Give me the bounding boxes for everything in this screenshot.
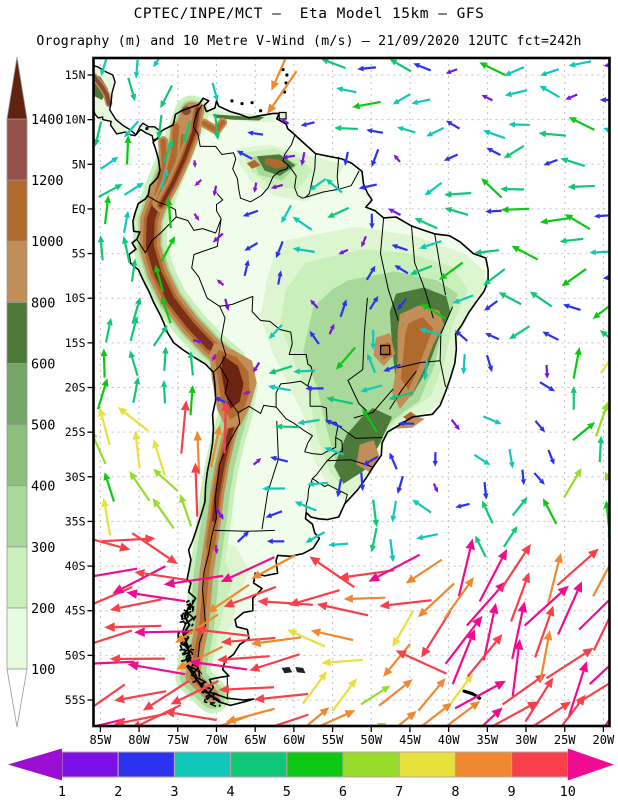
lat-tick-label: 5S (72, 247, 86, 261)
wind-scale-label: 4 (227, 784, 235, 800)
lon-tick-label: 45W (399, 733, 421, 747)
orography-scale-label: 100 (31, 662, 55, 678)
wind-scale-label: 7 (395, 784, 403, 800)
lon-tick-label: 75W (167, 733, 189, 747)
wind-scale-label: 5 (283, 784, 291, 800)
lon-tick-label: 25W (554, 733, 576, 747)
lat-tick-label: 15N (65, 68, 86, 82)
lon-tick-label: 35W (476, 733, 498, 747)
lat-tick-label: EQ (72, 202, 86, 216)
wind-scale-label: 10 (560, 784, 576, 800)
map-frame (87, 56, 611, 732)
lat-tick-label: 35S (65, 514, 86, 528)
lat-tick-label: 10N (65, 113, 86, 127)
lon-tick-label: 30W (515, 733, 537, 747)
colorbar-under-arrow (6, 668, 28, 728)
colorbar-over-arrow (6, 56, 28, 120)
orography-scale-label: 800 (31, 295, 55, 311)
windbar-over-arrow (567, 748, 614, 781)
wind-scale-label: 9 (508, 784, 516, 800)
lat-tick-label: 45S (65, 604, 86, 618)
lon-tick-label: 40W (438, 733, 460, 747)
wind-scale-label: 8 (451, 784, 459, 800)
orography-scale-label: 600 (31, 356, 55, 372)
lat-tick-label: 55S (65, 693, 86, 707)
orography-scale-label: 1400 (31, 112, 64, 128)
lon-tick-label: 85W (90, 733, 112, 747)
wind-vectors (93, 58, 610, 726)
orography-shading (93, 65, 489, 714)
lat-tick-label: 25S (65, 425, 86, 439)
lon-tick-label: 65W (244, 733, 266, 747)
wind-scale-label: 6 (339, 784, 347, 800)
lon-tick-label: 70W (206, 733, 228, 747)
wind-colorbar: 1 2 3 4 5 6 7 8 9 10 (8, 748, 614, 800)
lon-tick-label: 60W (283, 733, 305, 747)
axis-labels: 15N 10N 5N EQ 5S 10S 15S 20S 25S 30S 35S 40S 45S 50S 5… (65, 68, 615, 747)
orography-scale-label: 500 (31, 418, 55, 434)
chart-title: CPTEC/INPE/MCT — Eta Model 15km — GFS (133, 6, 485, 22)
lat-tick-label: 40S (65, 559, 86, 573)
orography-colorbar: 100 200 300 400 500 600 800 1000 1200 1400 (6, 56, 64, 728)
lon-tick-label: 50W (360, 733, 382, 747)
lon-tick-label: 20W (593, 733, 615, 747)
lat-tick-label: 10S (65, 291, 86, 305)
wind-scale-label: 1 (58, 784, 66, 800)
chart-subtitle: Orography (m) and 10 Metre V-Wind (m/s) … (36, 34, 582, 49)
wind-scale-label: 2 (114, 784, 122, 800)
lat-tick-label: 50S (65, 648, 86, 662)
lat-tick-label: 15S (65, 336, 86, 350)
orography-scale-label: 1200 (31, 173, 64, 189)
lat-tick-label: 5N (72, 157, 86, 171)
station-marker (379, 344, 391, 356)
wind-scale-label: 3 (170, 784, 178, 800)
orography-scale-label: 400 (31, 479, 55, 495)
lat-tick-label: 30S (65, 470, 86, 484)
orography-scale-label: 300 (31, 540, 55, 556)
windbar-under-arrow (8, 748, 62, 781)
lon-tick-label: 55W (322, 733, 344, 747)
orography-scale-label: 1000 (31, 234, 64, 250)
lat-tick-label: 20S (65, 381, 86, 395)
lon-tick-label: 80W (128, 733, 150, 747)
country-borders (136, 104, 453, 700)
orography-scale-label: 200 (31, 601, 55, 617)
